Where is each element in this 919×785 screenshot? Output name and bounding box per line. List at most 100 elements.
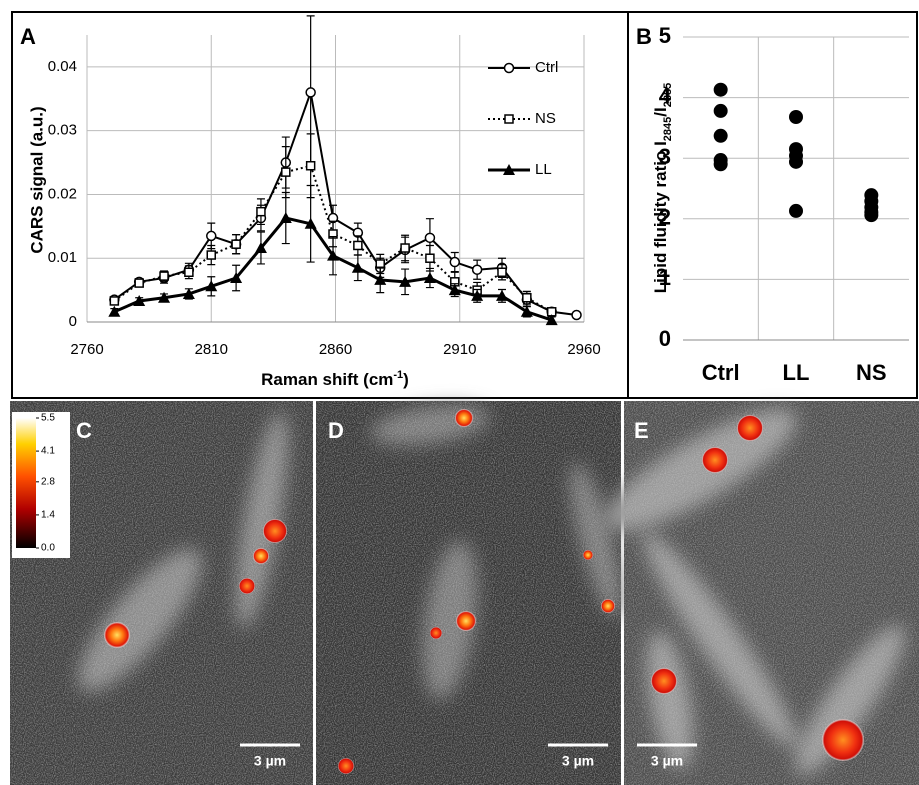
point <box>206 230 217 242</box>
point <box>231 239 241 249</box>
point <box>206 250 216 260</box>
x-tick-label: 2810 <box>195 341 228 358</box>
point <box>133 294 146 306</box>
point <box>449 256 461 268</box>
y-axis-label-part: 2885 <box>662 83 674 107</box>
y-axis-label-part: 2845 <box>662 117 674 141</box>
x-tick-label: Ctrl <box>702 360 740 385</box>
y-axis-label: Lipid fluidity ratio I2845/I2885 <box>651 83 673 293</box>
panel-label: C <box>76 418 92 443</box>
legend-marker <box>504 114 514 124</box>
point <box>374 273 387 285</box>
droplet <box>338 758 354 774</box>
y-axis-label-part: /I <box>651 107 670 116</box>
point <box>495 289 508 301</box>
point <box>520 305 533 317</box>
point <box>713 103 728 118</box>
point <box>109 296 120 306</box>
point <box>254 242 267 254</box>
panel-d: D 3 µm <box>316 401 622 785</box>
y-axis-label: CARS signal (a.u.) <box>27 106 46 253</box>
droplet <box>456 611 476 631</box>
legend-item: NS <box>488 110 556 127</box>
droplet <box>104 622 130 648</box>
legend-marker <box>503 62 515 74</box>
panel-label: E <box>634 418 649 443</box>
legend-marker <box>503 164 515 175</box>
point <box>327 249 340 261</box>
point <box>353 240 363 251</box>
y-tick-label: 5 <box>659 23 671 48</box>
panel-b: B 0 1 2 3 4 5 Lipid fluidity ratio I2845/I2885 C… <box>636 23 909 385</box>
point <box>545 314 558 326</box>
panel-label: D <box>328 418 344 443</box>
y-tick-label: 1 <box>659 265 671 290</box>
y-tick-label: 0.01 <box>48 249 77 266</box>
droplet <box>239 578 255 594</box>
legend-label: Ctrl <box>535 59 558 76</box>
panel-a: A 0 0.01 0.02 0.03 0.04 2760 2810 2860 2910 2960 Ra… <box>20 15 601 390</box>
point <box>256 206 266 217</box>
panel-c: 5.5 4.1 2.8 1.4 0.0 C 3 µm <box>10 401 313 785</box>
point <box>279 212 292 224</box>
point <box>864 208 879 223</box>
legend-item: Ctrl <box>488 59 558 76</box>
x-tick-label: 2760 <box>70 341 103 358</box>
droplet <box>601 599 615 613</box>
x-tick-label: 2960 <box>567 341 600 358</box>
x-tick-label: NS <box>856 360 887 385</box>
droplet <box>430 627 442 639</box>
point <box>789 109 803 124</box>
scale-bar-label: 3 µm <box>562 753 594 769</box>
point <box>448 284 461 296</box>
point <box>351 261 364 273</box>
y-tick-label: 0 <box>69 313 77 330</box>
point <box>522 293 532 303</box>
droplet <box>263 519 287 543</box>
y-tick-label: 4 <box>659 83 672 108</box>
y-tick-label: 0.02 <box>48 185 77 202</box>
x-axis-label: Raman shift (cm-1) <box>261 369 409 390</box>
point <box>399 275 412 287</box>
colorbar-tick-label: 5.5 <box>41 413 55 424</box>
point <box>304 217 317 229</box>
colorbar-tick-label: 2.8 <box>41 476 55 487</box>
legend-label: LL <box>535 161 552 178</box>
point <box>134 278 144 288</box>
point <box>281 167 291 177</box>
droplet <box>583 550 593 560</box>
droplet <box>651 668 677 694</box>
point <box>108 305 121 317</box>
x-axis-label-part: -1 <box>393 369 403 381</box>
legend-item: LL <box>488 161 552 178</box>
x-tick-label: 2860 <box>319 341 352 358</box>
point <box>184 267 194 278</box>
point <box>471 264 483 275</box>
point <box>305 160 316 171</box>
colorbar-ticks: 5.5 4.1 2.8 1.4 0.0 <box>36 413 55 554</box>
colorbar-tick-label: 0.0 <box>41 543 55 554</box>
droplet <box>737 415 763 441</box>
point <box>205 280 218 292</box>
image-noise <box>316 401 621 785</box>
y-axis-label-part: Lipid fluidity ratio I <box>651 141 670 293</box>
point <box>158 291 171 303</box>
y-tick-label: 0 <box>659 326 671 351</box>
point <box>713 157 728 172</box>
scale-bar-label: 3 µm <box>254 753 286 769</box>
scale-bar-label: 3 µm <box>651 753 683 769</box>
point <box>497 267 507 278</box>
point <box>424 232 436 244</box>
colorbar-tick-label: 1.4 <box>41 510 55 521</box>
point <box>471 289 484 301</box>
point <box>425 253 435 263</box>
image-noise <box>624 401 919 785</box>
point <box>182 287 195 299</box>
y-tick-label: 3 <box>659 144 671 169</box>
point <box>305 87 316 98</box>
point <box>423 271 436 283</box>
point <box>400 243 410 253</box>
x-tick-label: LL <box>783 360 810 385</box>
point <box>789 154 803 169</box>
